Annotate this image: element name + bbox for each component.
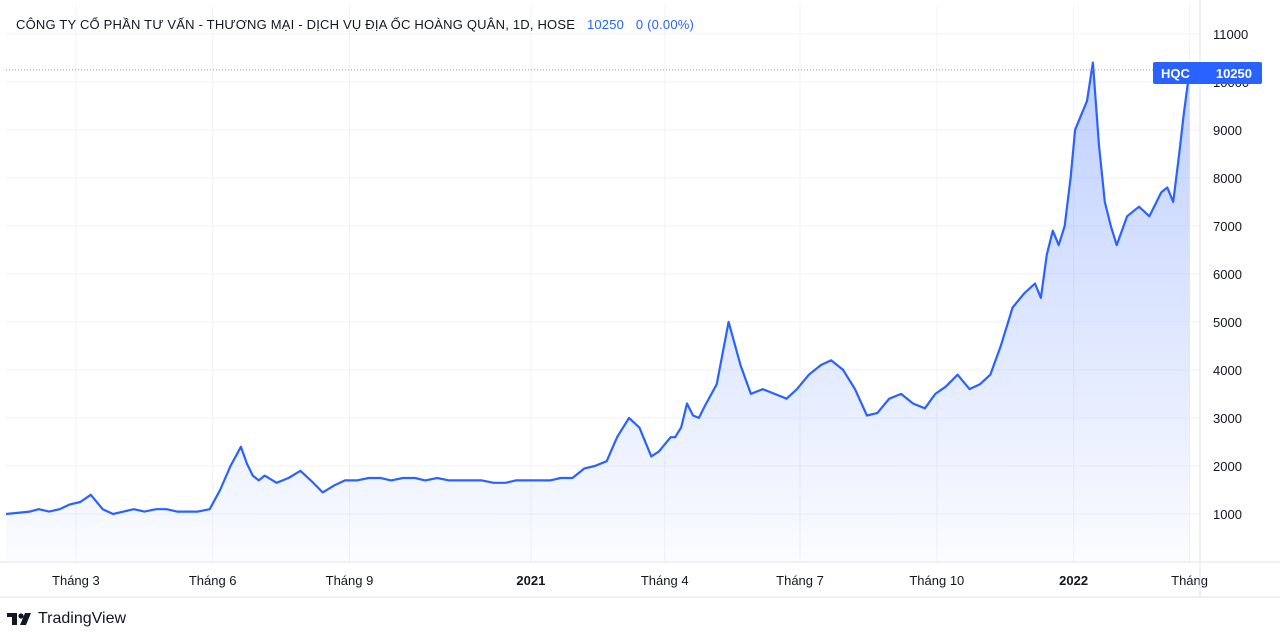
- x-tick-label: Tháng 10: [909, 573, 964, 588]
- y-tick-label: 2000: [1213, 459, 1242, 474]
- x-tick-label: 2021: [516, 573, 545, 588]
- last-price: 10250: [586, 17, 625, 32]
- x-tick-label: Tháng 4: [641, 573, 689, 588]
- chart-area: [5, 61, 1191, 561]
- price-change: 0 (0.00%): [635, 17, 695, 32]
- last-price-tag: HQC 10250: [1153, 62, 1262, 84]
- chart-axes: 1000200030004000500060007000800090001000…: [0, 0, 1280, 598]
- price-tag-value: 10250: [1215, 65, 1252, 81]
- symbol-title: CÔNG TY CỔ PHẦN TƯ VẤN - THƯƠNG MẠI - DỊ…: [16, 17, 576, 32]
- chart-grid: [6, 5, 1200, 562]
- y-tick-label: 6000: [1213, 267, 1242, 282]
- y-tick-label: 11000: [1213, 27, 1248, 42]
- tradingview-logo-icon: [7, 613, 31, 625]
- price-area-fill: [6, 62, 1190, 561]
- y-tick-label: 3000: [1213, 411, 1242, 426]
- x-tick-label: Tháng: [1171, 573, 1208, 588]
- price-line: [5, 61, 1191, 516]
- y-tick-label: 7000: [1213, 219, 1242, 234]
- price-tag-symbol: HQC: [1161, 65, 1190, 81]
- y-tick-label: 4000: [1213, 363, 1242, 378]
- y-tick-label: 9000: [1213, 123, 1242, 138]
- x-tick-label: Tháng 7: [776, 573, 824, 588]
- x-tick-label: Tháng 6: [189, 573, 237, 588]
- y-tick-label: 5000: [1213, 315, 1242, 330]
- tradingview-footer[interactable]: TradingView: [6, 610, 126, 628]
- y-tick-label: 1000: [1213, 507, 1242, 522]
- x-tick-label: 2022: [1059, 573, 1088, 588]
- tradingview-brand: TradingView: [38, 610, 127, 627]
- x-tick-label: Tháng 9: [326, 573, 374, 588]
- chart-header: CÔNG TY CỔ PHẦN TƯ VẤN - THƯƠNG MẠI - DỊ…: [16, 17, 694, 32]
- y-tick-label: 8000: [1213, 171, 1242, 186]
- x-tick-label: Tháng 3: [52, 573, 100, 588]
